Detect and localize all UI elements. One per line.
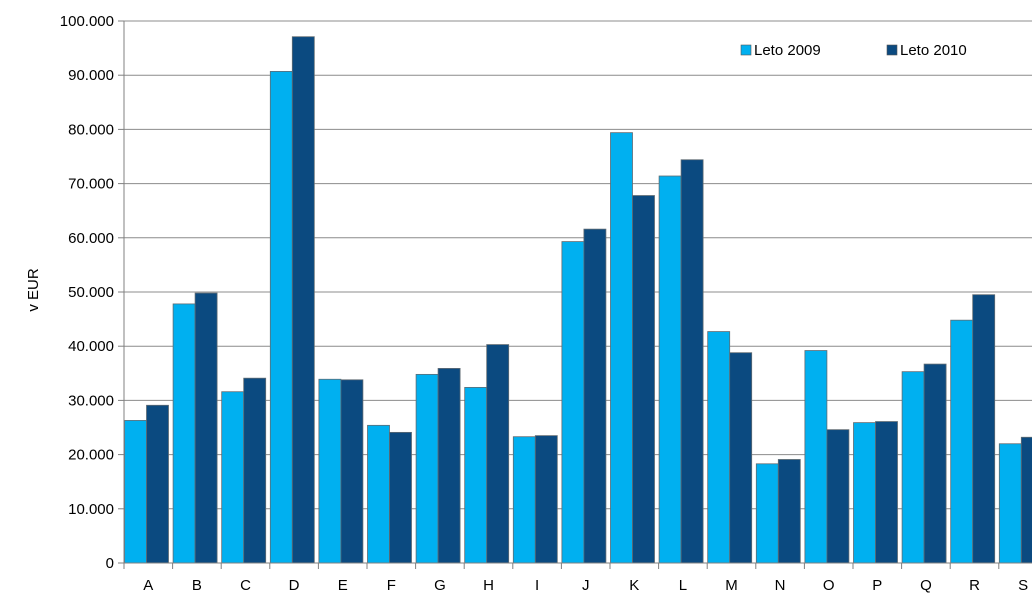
legend-swatch-leto-2010 — [886, 44, 898, 56]
legend: Leto 2009 Leto 2010 — [740, 42, 967, 59]
y-tick-label: 40.000 — [68, 338, 114, 355]
y-tick-label: 80.000 — [68, 121, 114, 138]
bar-leto-2009-d — [269, 71, 293, 564]
bar-leto-2009-i — [512, 436, 536, 564]
bar-leto-2009-p — [853, 422, 876, 564]
bar-leto-2009-o — [804, 350, 828, 564]
x-tick-label: E — [338, 577, 348, 594]
bar-leto-2009-g — [415, 373, 439, 564]
x-tick-label: G — [434, 577, 446, 594]
bar-leto-2010-l — [680, 159, 704, 564]
bar-leto-2009-a — [124, 420, 147, 564]
x-tick-label: B — [192, 577, 202, 594]
y-tick-label: 0 — [106, 555, 114, 572]
x-tick-label: H — [483, 577, 494, 594]
bar-leto-2010-f — [389, 431, 412, 564]
bar-leto-2009-c — [221, 391, 245, 564]
x-tick-label: K — [629, 577, 639, 594]
x-tick-label: N — [775, 577, 786, 594]
x-tick-label: P — [872, 577, 882, 594]
y-tick-label: 10.000 — [68, 501, 114, 518]
bar-leto-2009-r — [950, 319, 974, 564]
bar-leto-2010-b — [194, 292, 218, 564]
bars — [124, 36, 1032, 564]
legend-swatch-leto-2009 — [740, 44, 752, 56]
y-tick-label: 90.000 — [68, 67, 114, 84]
x-tick-label: I — [535, 577, 539, 594]
x-tick-label: S — [1018, 577, 1028, 594]
bar-leto-2009-f — [367, 424, 390, 564]
bar-leto-2009-s — [998, 443, 1022, 564]
bar-leto-2009-m — [707, 331, 731, 564]
bar-leto-2009-b — [172, 303, 196, 564]
bar-leto-2010-p — [875, 421, 898, 564]
x-tick-label: Q — [920, 577, 932, 594]
y-tick-label: 100.000 — [60, 13, 114, 30]
bar-leto-2010-j — [583, 228, 607, 564]
y-tick-labels: 0 10.000 20.000 30.000 40.000 50.000 60.000 70.… — [60, 13, 114, 572]
bar-leto-2010-g — [437, 368, 461, 564]
x-tick-label: L — [679, 577, 687, 594]
x-tick-label: C — [240, 577, 251, 594]
x-tick-label: M — [725, 577, 738, 594]
bar-leto-2009-n — [755, 463, 779, 564]
y-tick-label: 20.000 — [68, 447, 114, 464]
y-tick-label: 50.000 — [68, 284, 114, 301]
y-axis-title: v EUR — [25, 268, 42, 312]
bar-leto-2009-l — [658, 175, 682, 564]
bar-leto-2009-k — [610, 132, 633, 564]
x-tick-label: D — [289, 577, 300, 594]
y-tick-label: 30.000 — [68, 392, 114, 409]
bar-leto-2010-r — [972, 294, 996, 564]
bar-leto-2010-d — [291, 36, 315, 564]
axes — [118, 20, 1032, 569]
bar-leto-2010-o — [826, 429, 850, 564]
bar-leto-2009-j — [561, 241, 585, 564]
x-tick-label: R — [969, 577, 980, 594]
x-tick-label: O — [823, 577, 835, 594]
y-tick-label: 60.000 — [68, 230, 114, 247]
bar-leto-2009-q — [901, 371, 925, 564]
bar-leto-2010-n — [777, 459, 801, 564]
x-tick-label: A — [143, 577, 153, 594]
x-tick-label: F — [387, 577, 396, 594]
bar-leto-2010-e — [340, 379, 364, 564]
bar-leto-2010-k — [632, 195, 655, 564]
legend-label-leto-2010: Leto 2010 — [900, 42, 967, 59]
bar-leto-2010-i — [534, 435, 558, 564]
bar-leto-2010-a — [146, 404, 169, 564]
y-tick-label: 70.000 — [68, 176, 114, 193]
x-tick-label: J — [582, 577, 590, 594]
bar-leto-2009-e — [318, 378, 342, 564]
bar-leto-2010-q — [923, 363, 947, 564]
bar-leto-2010-s — [1020, 436, 1032, 564]
x-tick-labels: A B C D E F G H I J K L M N O P Q R S — [143, 577, 1028, 594]
bar-leto-2010-c — [243, 377, 267, 564]
bar-leto-2009-h — [464, 386, 488, 564]
bar-leto-2010-m — [729, 352, 753, 564]
bar-leto-2010-h — [486, 344, 510, 564]
legend-label-leto-2009: Leto 2009 — [754, 42, 821, 59]
